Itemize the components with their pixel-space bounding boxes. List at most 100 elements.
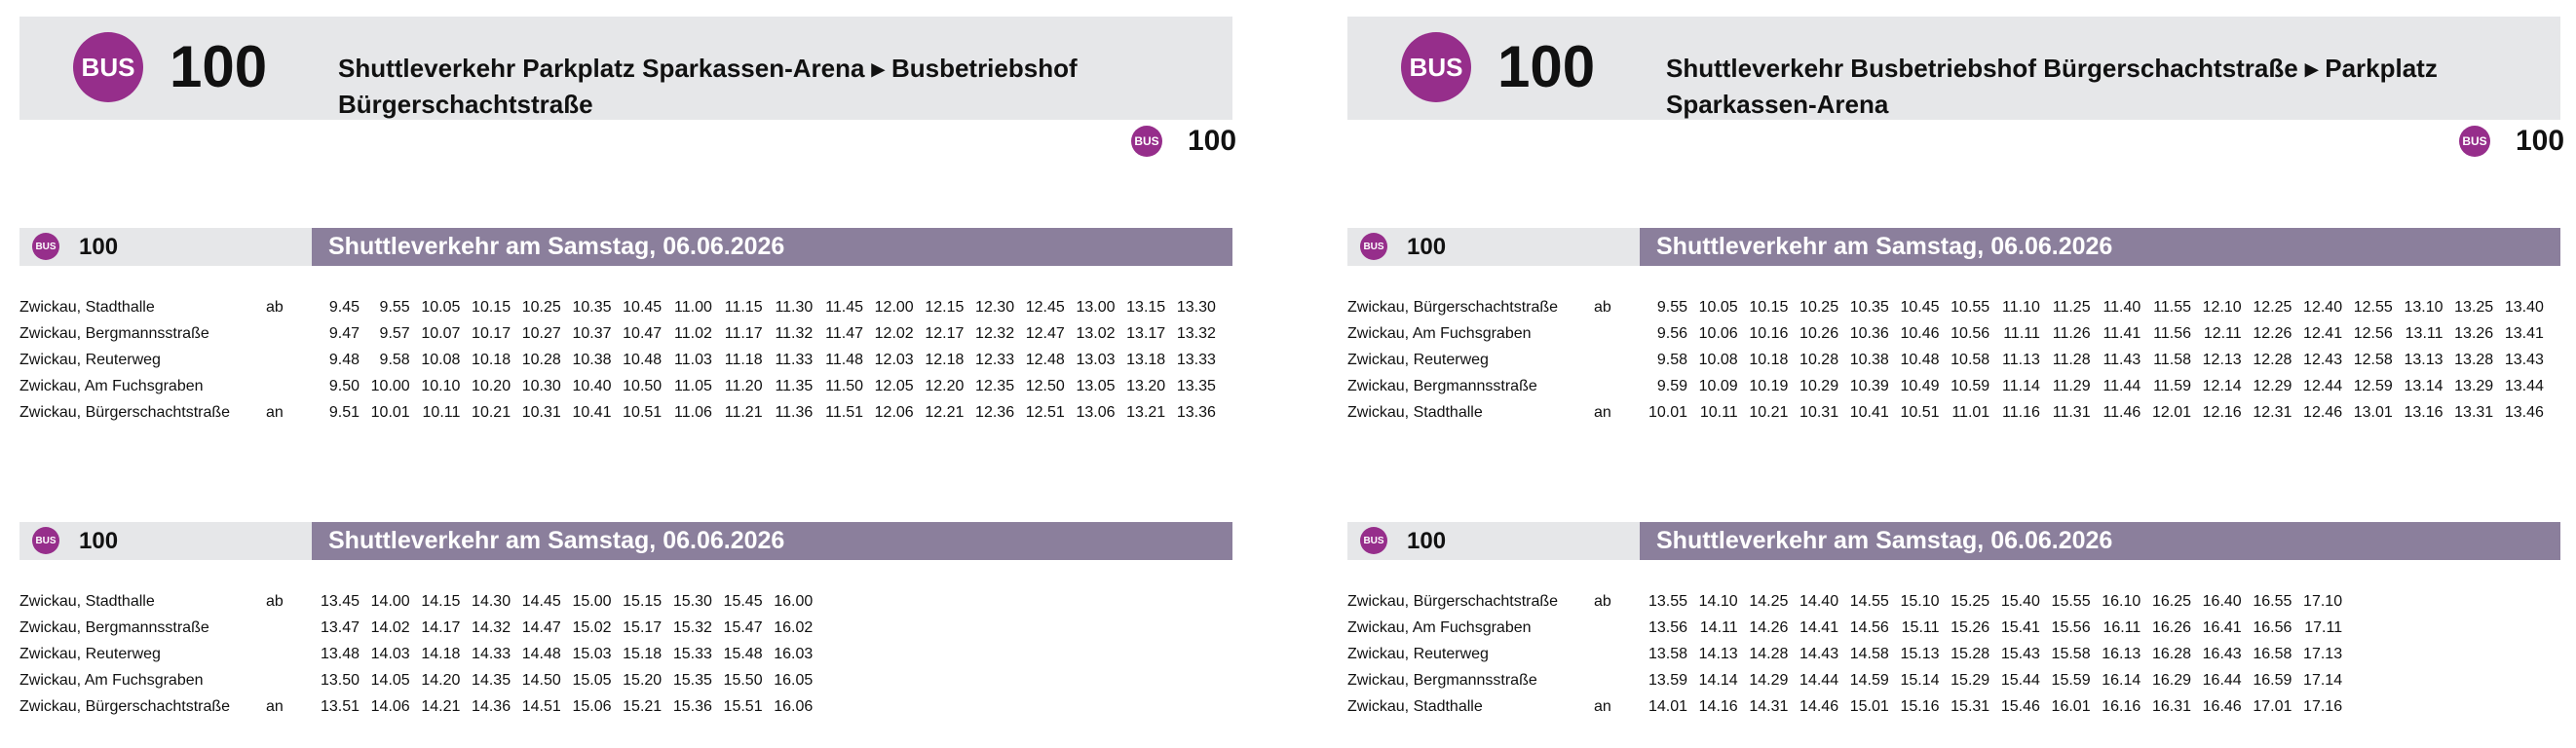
departure-time: 12.31 — [2253, 404, 2292, 421]
departure-time: 10.28 — [1799, 352, 1839, 368]
departure-time: 11.03 — [674, 352, 712, 368]
departure-time: 16.40 — [2202, 593, 2242, 610]
departure-time: 10.27 — [521, 325, 561, 342]
departure-time: 14.00 — [370, 593, 410, 610]
departure-time: 14.30 — [472, 593, 511, 610]
departure-time: 15.58 — [2051, 646, 2091, 662]
departure-time: 13.59 — [1648, 672, 1687, 689]
departure-time: 12.30 — [975, 299, 1015, 316]
departure-time: 15.29 — [1951, 672, 1990, 689]
departure-time: 10.35 — [572, 299, 612, 316]
departure-time: 14.05 — [370, 672, 410, 689]
departure-time: 14.45 — [521, 593, 561, 610]
departure-time: 14.48 — [521, 646, 561, 662]
departure-time: 17.01 — [2253, 698, 2292, 715]
departure-time: 11.48 — [825, 352, 863, 368]
departure-time: 10.07 — [421, 325, 461, 342]
departure-time: 10.56 — [1951, 325, 1990, 342]
departure-time: 14.02 — [370, 619, 410, 636]
departure-time: 12.03 — [874, 352, 914, 368]
departure-time: 14.11 — [1699, 619, 1738, 636]
departure-time: 12.43 — [2303, 352, 2343, 368]
line-number: 100 — [1497, 34, 1596, 99]
section-bar-left — [19, 522, 312, 560]
stop-name: Zwickau, Bürgerschachtstraße — [1347, 593, 1559, 610]
stop-name: Zwickau, Bergmannsstraße — [1347, 378, 1537, 394]
departure-time: 10.48 — [1900, 352, 1940, 368]
departure-time: 16.13 — [2102, 646, 2141, 662]
departure-time: 9.55 — [379, 299, 410, 316]
departure-time: 15.56 — [2051, 619, 2091, 636]
departure-time: 10.50 — [623, 378, 663, 394]
departure-time: 15.21 — [623, 698, 663, 715]
departure-time: 16.43 — [2202, 646, 2242, 662]
section-title: Shuttleverkehr am Samstag, 06.06.2026 — [1656, 527, 2113, 554]
departure-time: 12.11 — [2203, 325, 2242, 342]
departure-time: 14.06 — [370, 698, 410, 715]
line-number: 100 — [170, 34, 268, 99]
departure-time: 15.30 — [672, 593, 712, 610]
departure-time: 14.40 — [1799, 593, 1839, 610]
section-bar — [312, 228, 1232, 266]
departure-time: 11.26 — [2052, 325, 2091, 342]
departure-time: 10.30 — [521, 378, 561, 394]
departure-time: 10.16 — [1749, 325, 1789, 342]
departure-time: 15.17 — [623, 619, 663, 636]
departure-time: 11.45 — [825, 299, 863, 316]
departure-time: 12.06 — [874, 404, 914, 421]
departure-time: 16.02 — [774, 619, 814, 636]
departure-time: 12.15 — [925, 299, 965, 316]
departure-time: 11.36 — [775, 404, 814, 421]
departure-time: 11.41 — [2102, 325, 2141, 342]
departure-time: 11.35 — [775, 378, 814, 394]
departure-time: 15.16 — [1900, 698, 1940, 715]
departure-time: 13.46 — [2504, 404, 2544, 421]
departure-time: 10.11 — [1699, 404, 1738, 421]
stop-name: Zwickau, Reuterweg — [19, 646, 161, 662]
departure-time: 10.06 — [1698, 325, 1738, 342]
departure-time: 11.16 — [2002, 404, 2040, 421]
departure-time: 15.28 — [1951, 646, 1990, 662]
departure-time: 10.25 — [1799, 299, 1839, 316]
departure-time: 15.51 — [723, 698, 763, 715]
departure-time: 16.25 — [2151, 593, 2191, 610]
header-bar — [19, 17, 1232, 120]
departure-time: 9.51 — [328, 404, 360, 421]
departure-time: 13.33 — [1176, 352, 1216, 368]
departure-time: 11.28 — [2052, 352, 2091, 368]
section-bar-left — [19, 228, 312, 266]
departure-time: 10.31 — [521, 404, 561, 421]
departure-time: 14.50 — [521, 672, 561, 689]
bus-badge-small: BUS — [1360, 233, 1387, 260]
departure-time: 17.13 — [2303, 646, 2343, 662]
departure-time: 14.14 — [1698, 672, 1738, 689]
stop-name: Zwickau, Reuterweg — [1347, 352, 1489, 368]
departure-time: 11.46 — [2102, 404, 2141, 421]
departure-time: 15.15 — [623, 593, 663, 610]
departure-time: 13.56 — [1648, 619, 1687, 636]
departure-time: 12.50 — [1025, 378, 1065, 394]
departure-time: 14.01 — [1648, 698, 1687, 715]
departure-time: 9.48 — [328, 352, 360, 368]
departure-time: 12.13 — [2202, 352, 2242, 368]
departure-time: 13.02 — [1076, 325, 1116, 342]
departure-time: 9.55 — [1656, 299, 1687, 316]
departure-time: 15.06 — [572, 698, 612, 715]
departure-time: 15.03 — [572, 646, 612, 662]
departure-time: 14.58 — [1849, 646, 1889, 662]
departure-time: 14.47 — [521, 619, 561, 636]
departure-time: 15.41 — [2000, 619, 2040, 636]
departure-time: 9.56 — [1656, 325, 1687, 342]
departure-time: 14.21 — [421, 698, 461, 715]
departure-time: 14.13 — [1698, 646, 1738, 662]
departure-time: 14.32 — [472, 619, 511, 636]
departure-time: 13.26 — [2454, 325, 2494, 342]
departure-time: 10.40 — [572, 378, 612, 394]
departure-time: 15.45 — [723, 593, 763, 610]
departure-time: 12.41 — [2303, 325, 2343, 342]
departure-time: 15.32 — [672, 619, 712, 636]
departure-time: 15.01 — [1849, 698, 1889, 715]
arr-dep-mark: an — [266, 698, 284, 715]
departure-time: 13.17 — [1126, 325, 1166, 342]
stop-name: Zwickau, Am Fuchsgraben — [1347, 619, 1532, 636]
